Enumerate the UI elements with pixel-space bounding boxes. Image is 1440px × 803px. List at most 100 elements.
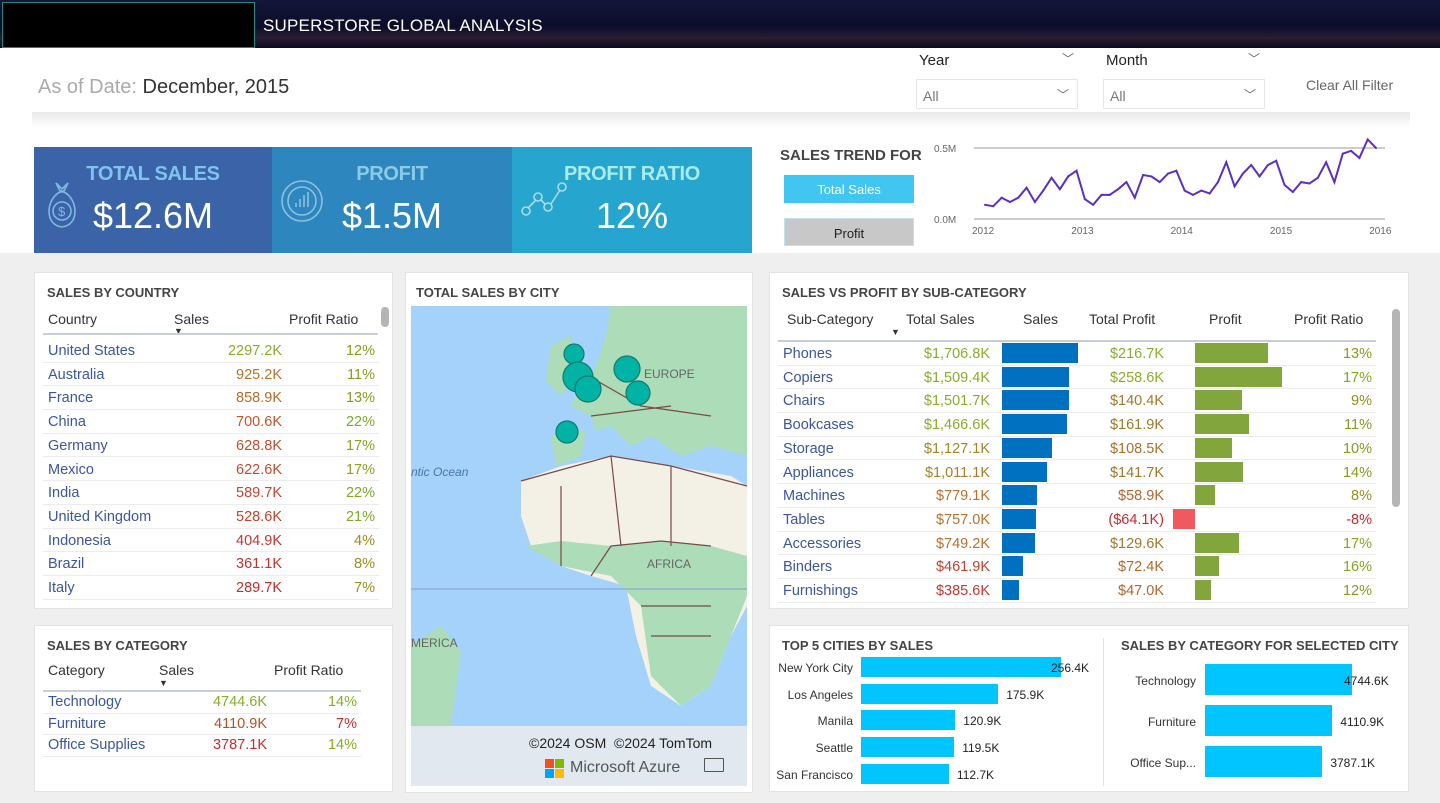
- year-dropdown[interactable]: All ﹀: [916, 79, 1078, 109]
- table-row[interactable]: Brazil 361.1K 8%: [43, 552, 379, 576]
- map[interactable]: EUROPE ntic Ocean AFRICA MERICA: [411, 306, 747, 726]
- table-row[interactable]: Italy 289.7K 7%: [43, 576, 379, 600]
- trend-point: [1316, 176, 1319, 179]
- trend-point: [1350, 149, 1353, 152]
- trend-point: [1325, 161, 1328, 164]
- sales-bar: [1002, 343, 1078, 363]
- table-row[interactable]: Australia 925.2K 11%: [43, 363, 379, 387]
- profit-toggle-button[interactable]: Profit: [784, 218, 914, 246]
- month-collapse-chevron-icon[interactable]: ﹀: [1248, 52, 1261, 66]
- table-row[interactable]: Accessories $749.2K $129.6K 17%: [778, 532, 1376, 556]
- col-header-profit-ratio[interactable]: Profit Ratio: [1294, 311, 1364, 327]
- table-row[interactable]: Storage $1,127.1K $108.5K 10%: [778, 437, 1376, 461]
- as-of-label: As of Date:: [38, 76, 137, 98]
- table-row[interactable]: Machines $779.1K $58.9K 8%: [778, 484, 1376, 508]
- x-tick-label: 2015: [1270, 226, 1293, 237]
- profit-bar: [1195, 437, 1232, 458]
- city-bubble[interactable]: [625, 380, 651, 406]
- col-header-sales[interactable]: Sales: [174, 311, 210, 327]
- col-header-total-profit[interactable]: Total Profit: [1089, 311, 1156, 327]
- row-total-profit: $161.9K: [1109, 417, 1164, 434]
- table-row[interactable]: United States 2297.2K 12%: [43, 339, 379, 363]
- row-name: Italy: [48, 580, 75, 596]
- year-collapse-chevron-icon[interactable]: ﹀: [1062, 52, 1075, 66]
- trend-point: [1283, 183, 1286, 186]
- kpi-card-profit: PROFIT $1.5M: [272, 147, 512, 253]
- col-header-profit-bar[interactable]: Profit: [1209, 311, 1242, 327]
- city-bubble[interactable]: [574, 375, 602, 403]
- sort-desc-icon: ▼: [891, 327, 900, 337]
- table-row[interactable]: Furniture 4110.9K 7%: [43, 714, 361, 735]
- sales-bar: [1002, 532, 1036, 553]
- table-row[interactable]: Copiers $1,509.4K $258.6K 17%: [778, 366, 1376, 390]
- row-sales: 4110.9K: [214, 715, 267, 732]
- row-profit-ratio: 21%: [345, 508, 375, 525]
- table-row[interactable]: China 700.6K 22%: [43, 410, 379, 434]
- table-row[interactable]: United Kingdom 528.6K 21%: [43, 505, 379, 529]
- scrollbar[interactable]: [1392, 309, 1400, 507]
- city-sales-bar[interactable]: [861, 737, 955, 758]
- category-label: Furniture: [1147, 715, 1196, 729]
- table-row[interactable]: Technology 4744.6K 14%: [43, 692, 361, 714]
- city-sales-bar[interactable]: [861, 657, 1061, 677]
- scrollbar[interactable]: [381, 307, 389, 327]
- trend-point: [1183, 189, 1186, 192]
- table-row[interactable]: Germany 628.8K 17%: [43, 434, 379, 458]
- kpi-value: $1.5M: [341, 195, 443, 236]
- trend-point: [1108, 193, 1111, 196]
- table-row[interactable]: Mexico 622.6K 17%: [43, 458, 379, 482]
- col-header-total-sales[interactable]: Total Sales: [906, 311, 975, 327]
- sort-desc-icon: ▼: [159, 678, 168, 688]
- city-bubble[interactable]: [613, 355, 641, 383]
- map-attribution-bar: [411, 726, 747, 786]
- row-name: Australia: [48, 366, 105, 383]
- category-sales-bar[interactable]: [1205, 664, 1352, 695]
- col-header-sales-bar[interactable]: Sales: [1023, 311, 1059, 327]
- trend-point: [1275, 159, 1278, 162]
- table-row[interactable]: Appliances $1,011.1K $141.7K 14%: [778, 461, 1376, 485]
- table-row[interactable]: Tables $757.0K ($64.1K) -8%: [778, 508, 1376, 532]
- chevron-down-icon: ﹀: [1243, 88, 1256, 102]
- col-header-profit-ratio[interactable]: Profit Ratio: [289, 311, 359, 327]
- col-header-profit-ratio[interactable]: Profit Ratio: [274, 662, 344, 678]
- category-sales-bar[interactable]: [1205, 746, 1323, 777]
- row-sub-category: Bookcases: [783, 417, 854, 434]
- city-bubble[interactable]: [563, 343, 585, 365]
- microsoft-logo-icon: [545, 759, 565, 779]
- row-total-sales: $1,501.7K: [923, 393, 990, 410]
- table-row[interactable]: Bookcases $1,466.6K $161.9K 11%: [778, 413, 1376, 437]
- total-sales-toggle-button[interactable]: Total Sales: [784, 175, 914, 203]
- table-row[interactable]: Furnishings $385.6K $47.0K 12%: [778, 579, 1376, 603]
- col-header-sales[interactable]: Sales: [159, 662, 195, 678]
- city-sales-bar[interactable]: [861, 683, 999, 704]
- row-sales: 622.6K: [236, 461, 282, 478]
- table-row[interactable]: Office Supplies 3787.1K 14%: [43, 735, 361, 757]
- category-sales-bar[interactable]: [1205, 705, 1333, 736]
- row-sub-category: Accessories: [783, 535, 862, 552]
- col-header-sub-category[interactable]: Sub-Category: [787, 311, 874, 327]
- city-sales-bar[interactable]: [861, 710, 956, 731]
- trend-point: [1000, 196, 1003, 199]
- city-sales-bar[interactable]: [861, 763, 949, 784]
- col-header-category[interactable]: Category: [48, 662, 105, 678]
- row-sales: 589.7K: [236, 485, 282, 502]
- trend-point: [1092, 203, 1095, 206]
- city-bubble[interactable]: [555, 420, 579, 444]
- year-slicer-label: Year: [919, 52, 950, 69]
- table-row[interactable]: Binders $461.9K $72.4K 16%: [778, 555, 1376, 579]
- trend-point: [1241, 172, 1244, 175]
- trend-point: [1258, 175, 1261, 178]
- table-row[interactable]: France 858.9K 13%: [43, 386, 379, 411]
- month-dropdown[interactable]: All ﹀: [1103, 79, 1265, 109]
- feedback-icon[interactable]: [704, 758, 724, 772]
- row-profit-ratio: 16%: [1342, 559, 1372, 576]
- table-row[interactable]: Indonesia 404.9K 4%: [43, 529, 379, 553]
- table-row[interactable]: Phones $1,706.8K $216.7K 13%: [778, 342, 1376, 366]
- table-row[interactable]: Chairs $1,501.7K $140.4K 9%: [778, 389, 1376, 414]
- clear-all-filter-button[interactable]: Clear All Filter: [1306, 77, 1394, 93]
- row-profit-ratio: 22%: [345, 414, 375, 431]
- table-row[interactable]: India 589.7K 22%: [43, 481, 379, 505]
- sales-by-category-panel: SALES BY CATEGORY Category Sales ▼ Profi…: [34, 625, 393, 792]
- col-header-country[interactable]: Country: [48, 311, 98, 327]
- sales-trend-line: [984, 137, 1377, 208]
